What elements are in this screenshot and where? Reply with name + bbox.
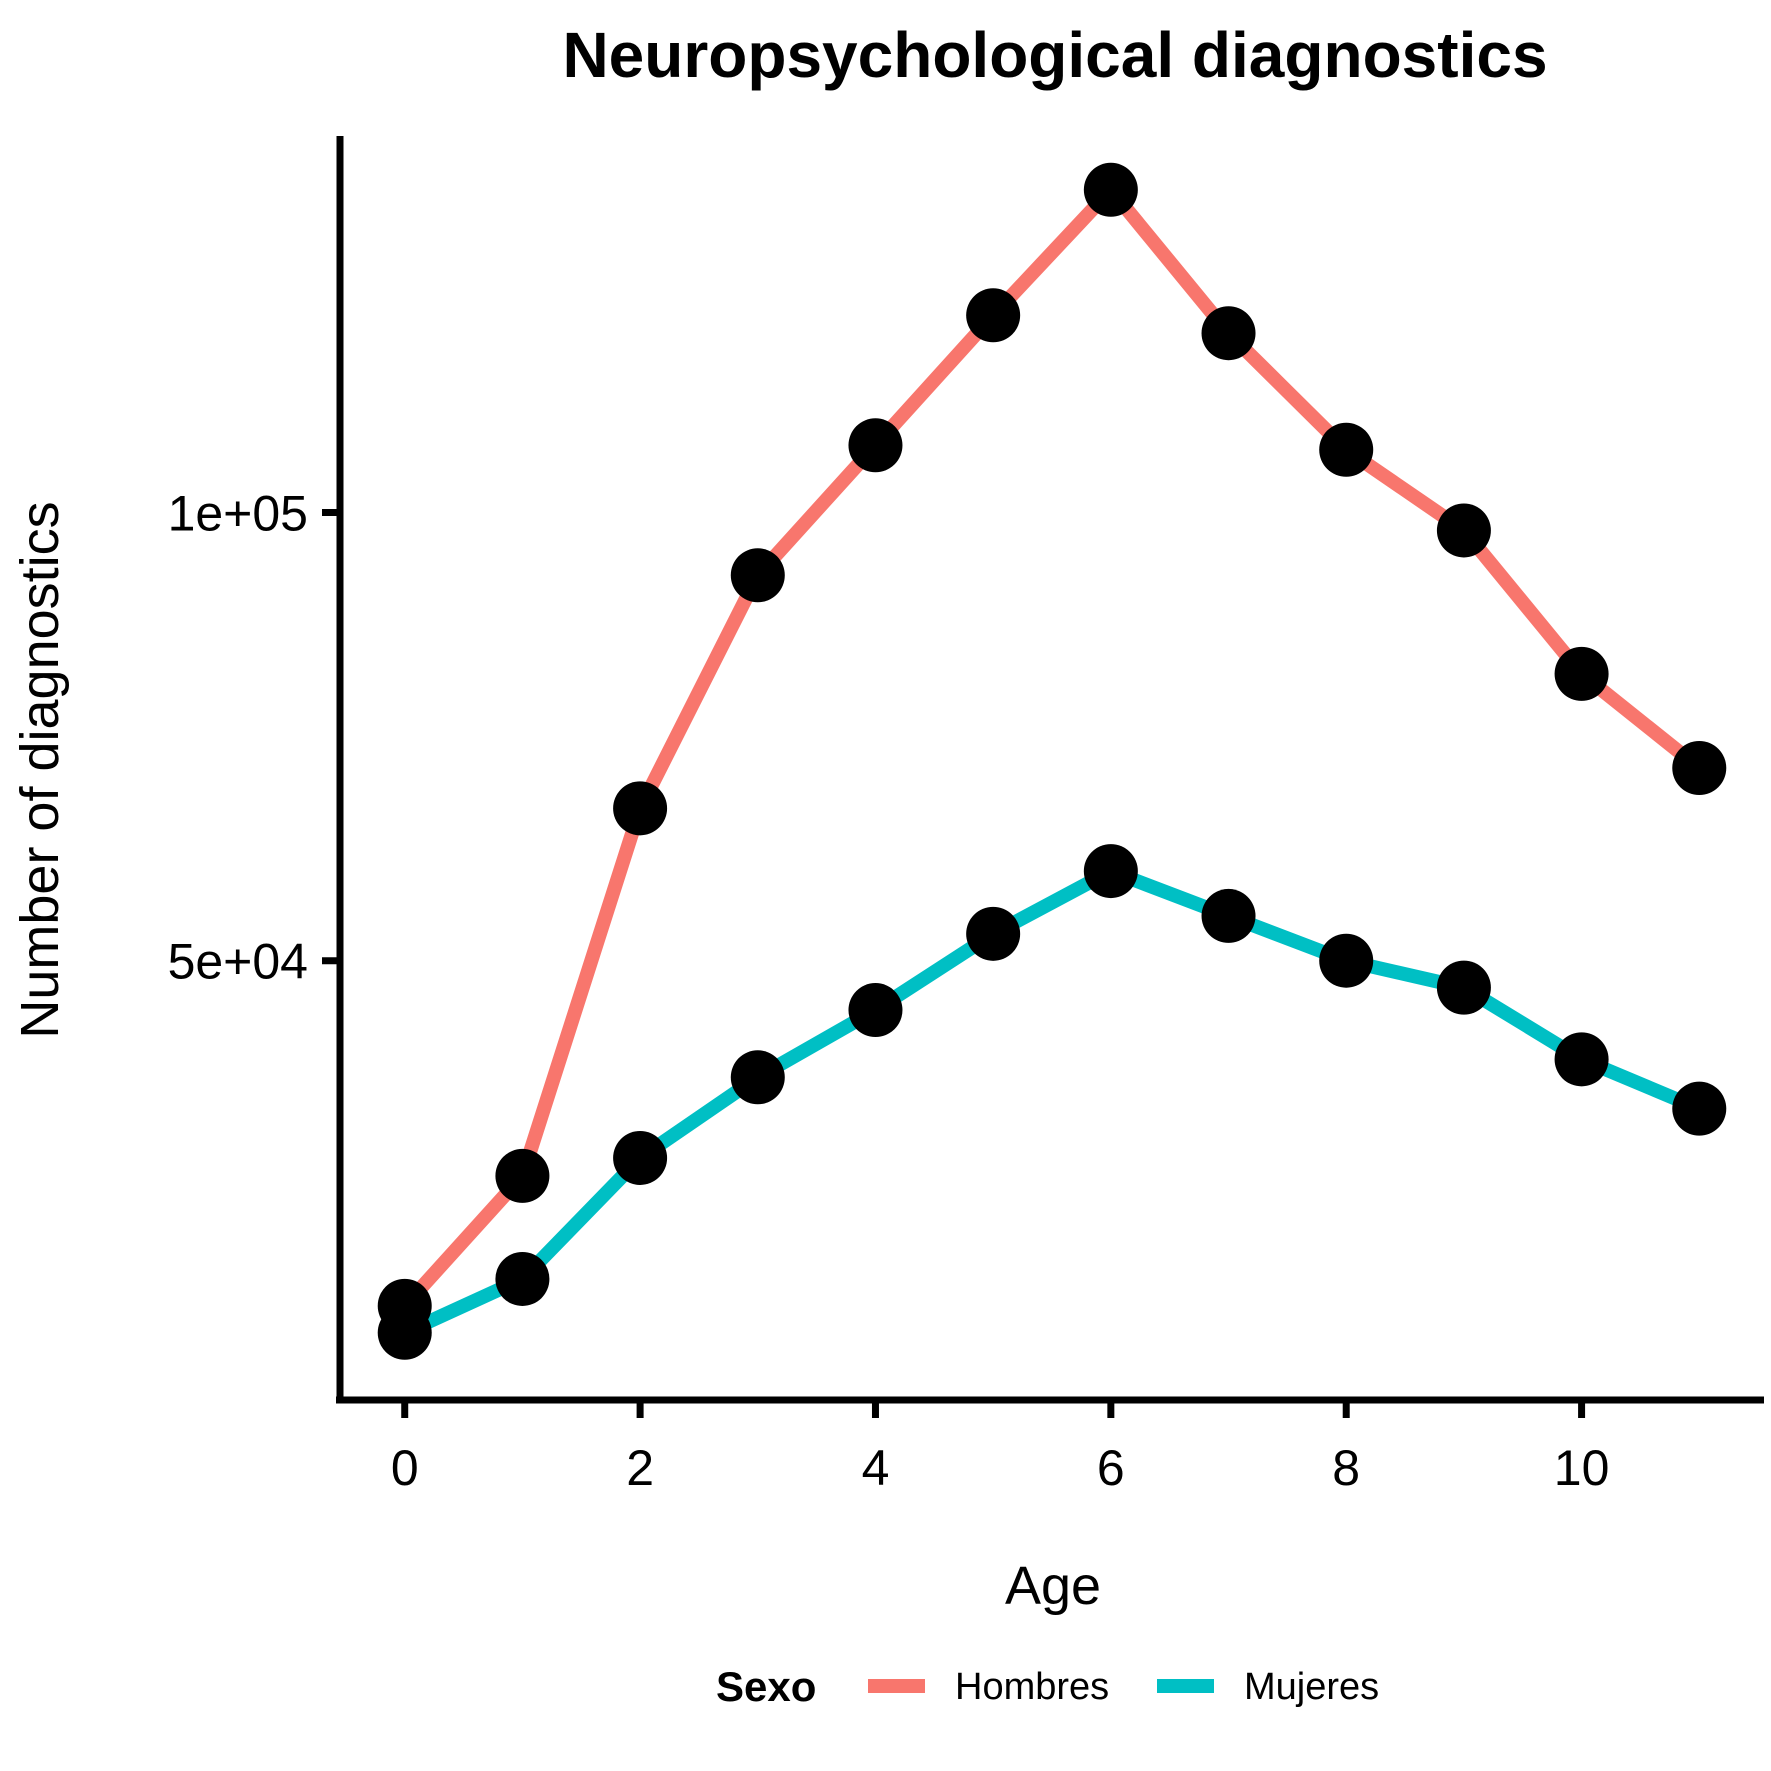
legend-label-mujeres: Mujeres [1244,1666,1379,1708]
data-point-mujeres [613,1130,668,1185]
data-point-mujeres [377,1305,432,1360]
data-point-mujeres [1083,844,1138,899]
data-point-hombres [848,418,903,473]
data-point-mujeres [848,983,903,1038]
legend: Sexo Hombres Mujeres [716,1663,1379,1710]
data-point-mujeres [1201,888,1256,943]
data-point-hombres [966,288,1021,343]
data-point-hombres [1554,646,1609,701]
legend-title: Sexo [716,1663,816,1710]
data-point-mujeres [1319,933,1374,988]
data-point-hombres [730,548,785,603]
data-point-mujeres [966,906,1021,961]
x-axis-title: Age [1005,1556,1101,1616]
series-layer [377,162,1727,1360]
data-point-mujeres [730,1050,785,1105]
chart-title: Neuropsychological diagnostics [562,19,1547,91]
data-point-mujeres [1672,1081,1727,1136]
data-point-hombres [495,1148,550,1203]
x-tick-label: 8 [1332,1440,1360,1496]
data-point-mujeres [1554,1032,1609,1087]
data-point-mujeres [495,1251,550,1306]
data-point-hombres [613,781,668,836]
x-tick-label: 10 [1554,1440,1610,1496]
x-tick-label: 4 [862,1440,890,1496]
y-axis-title: Number of diagnostics [10,501,70,1038]
tick-layer: 0 2 4 6 8 10 5e+04 1e+05 [168,486,1610,1496]
y-tick-label: 5e+04 [168,934,308,990]
data-point-hombres [1083,162,1138,217]
data-point-hombres [1201,306,1256,361]
data-point-hombres [1672,741,1727,795]
data-point-hombres [1319,422,1374,477]
series-line-hombres [399,182,1704,1311]
x-tick-label: 2 [626,1440,654,1496]
x-tick-label: 6 [1097,1440,1125,1496]
x-tick-label: 0 [391,1440,419,1496]
legend-label-hombres: Hombres [955,1666,1109,1708]
y-tick-label: 1e+05 [168,486,308,542]
data-point-mujeres [1436,960,1491,1015]
data-point-hombres [1436,503,1491,558]
